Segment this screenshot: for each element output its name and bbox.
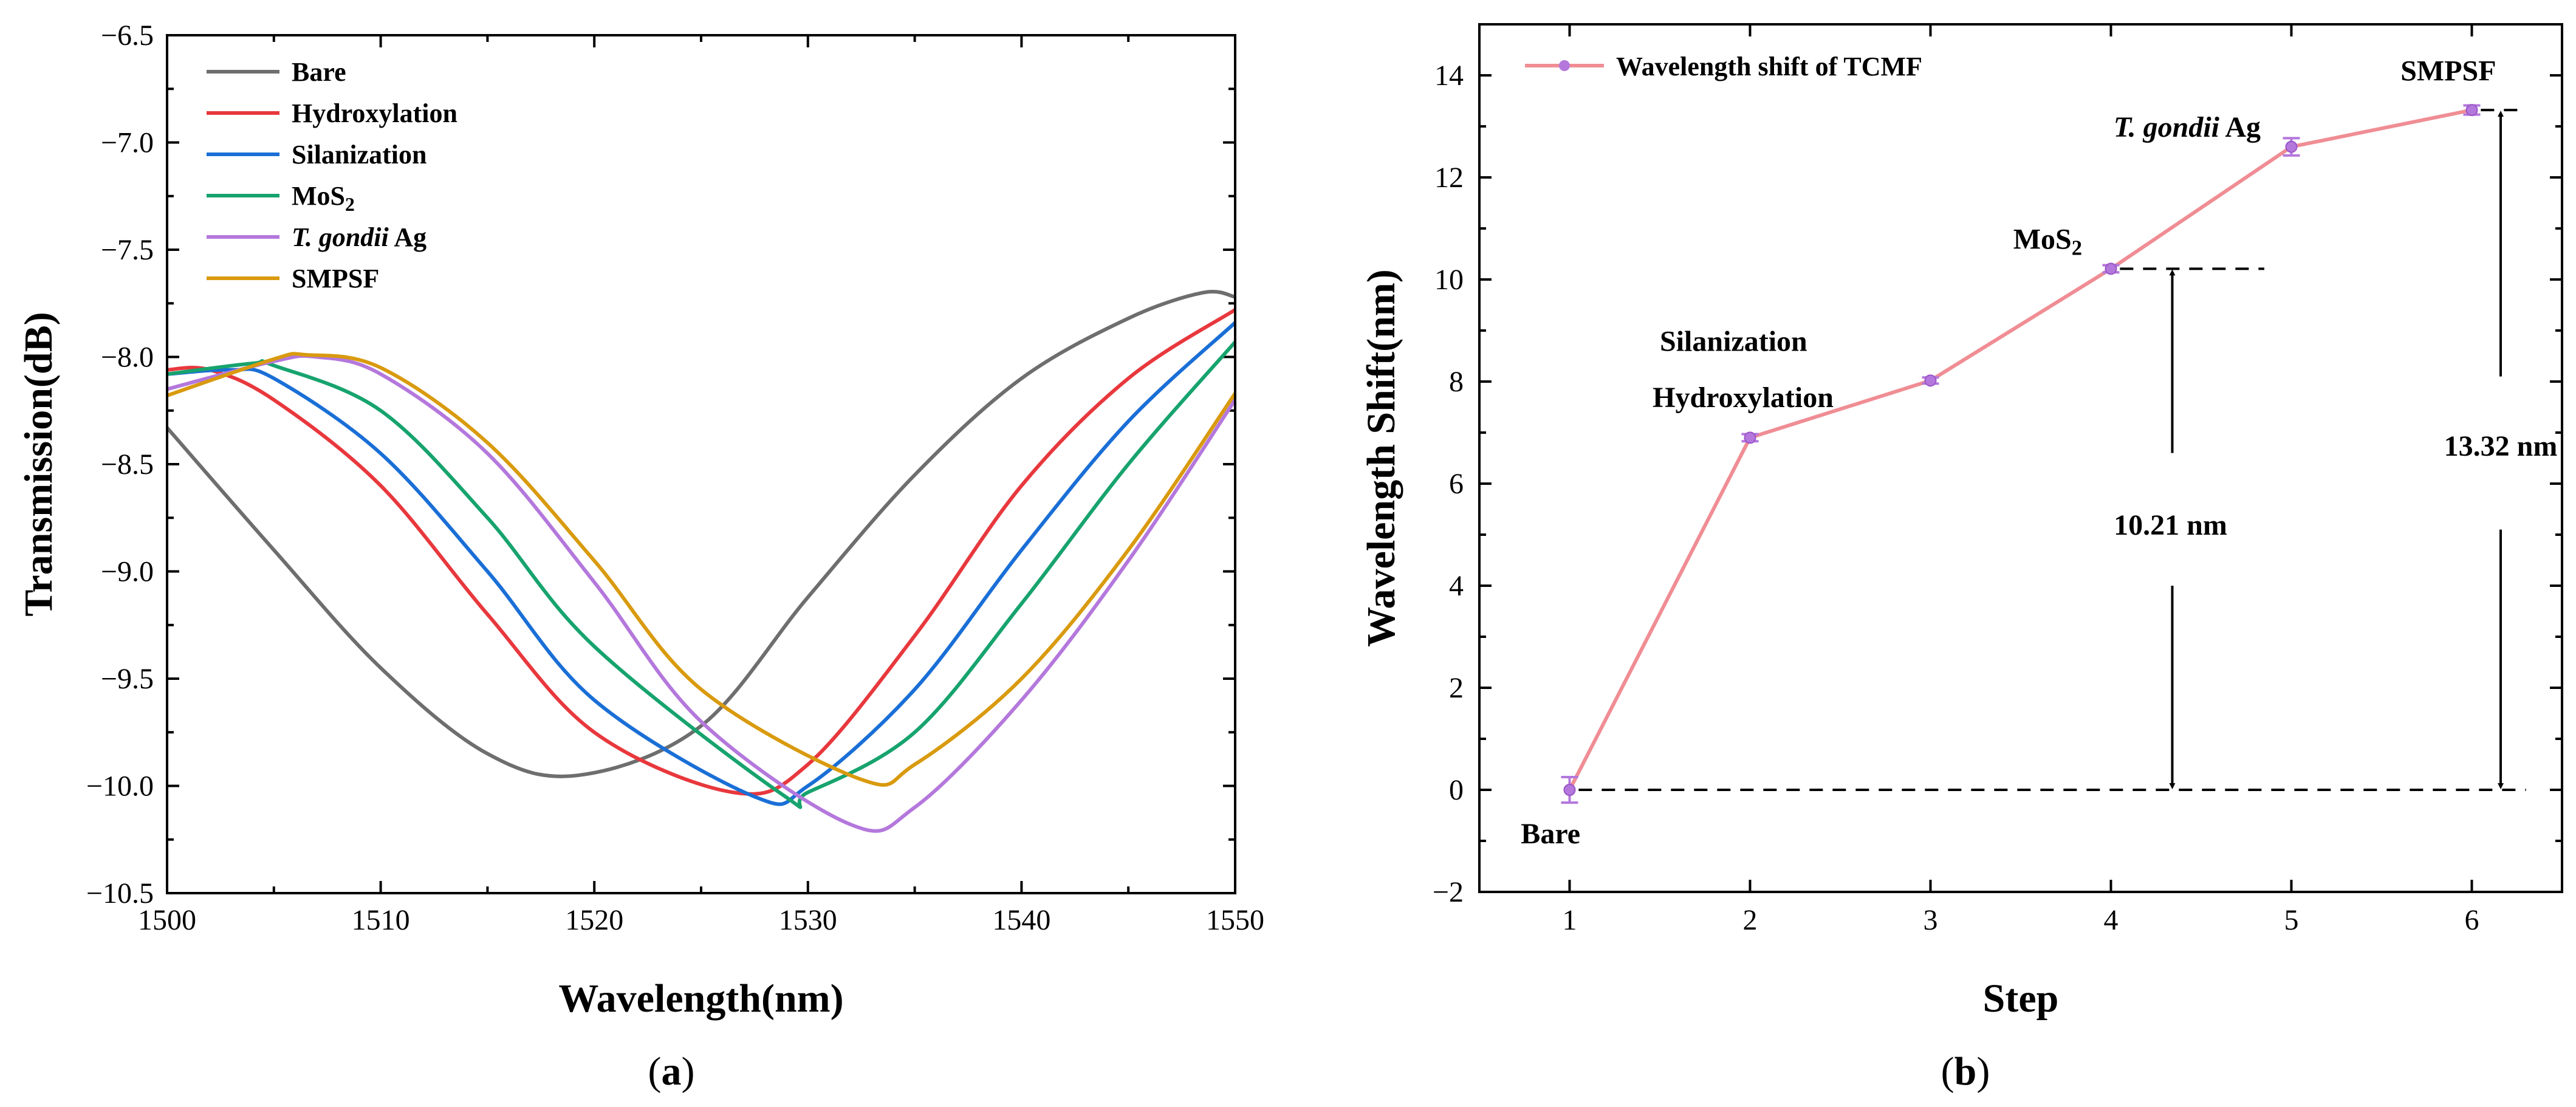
panel-a-caption-letter: a xyxy=(662,1049,682,1094)
panel-b-y-tick-label: 6 xyxy=(1449,468,1464,500)
panel-b-guides xyxy=(1578,109,2526,791)
panel-b-y-tick-label: 0 xyxy=(1449,774,1464,806)
panel-a: 1500 1510 1520 1530 1540 1550 −6.5 −7.0 −7.5 −8.0… xyxy=(16,19,1264,1094)
panel-b-data-point xyxy=(1563,784,1576,796)
panel-b-y-tick-label: 2 xyxy=(1449,672,1464,704)
panel-a-y-tick-label: −10.0 xyxy=(86,770,154,803)
panel-a-x-tick-label: 1500 xyxy=(138,904,196,936)
panel-a-y-tick-label: −9.0 xyxy=(101,556,154,588)
panel-b-data-point xyxy=(1924,374,1937,387)
panel-a-legend-label: Hydroxylation xyxy=(292,98,457,128)
panel-b-legend: Wavelength shift of TCMF xyxy=(1525,52,1922,81)
panel-b-caption-letter: b xyxy=(1954,1049,1977,1094)
panel-b-series xyxy=(1561,104,2481,804)
panel-a-tick-labels: 1500 1510 1520 1530 1540 1550 −6.5 −7.0 −7.5 −8.0… xyxy=(86,19,1264,936)
panel-b-y-tick-label: 12 xyxy=(1434,162,1464,194)
panel-b-point-labels: Bare Hydroxylation Silanization MoS2 T. gond… xyxy=(1521,55,2557,850)
panel-b-x-tick-label: 3 xyxy=(1923,904,1938,936)
panel-a-x-tick-label: 1510 xyxy=(352,904,410,936)
panel-b-x-tick-label: 4 xyxy=(2104,904,2119,936)
panel-b-frame xyxy=(1478,23,2563,893)
panel-a-series-line-1 xyxy=(167,308,1235,796)
panel-b-point-label: SMPSF xyxy=(2400,55,2496,87)
panel-b-y-tick-label: 4 xyxy=(1449,570,1464,602)
panel-a-y-tick-label: −7.0 xyxy=(101,127,154,159)
panel-a-x-axis-title: Wavelength(nm) xyxy=(558,976,843,1021)
panel-a-caption: (a) xyxy=(648,1049,695,1094)
panel-a-series xyxy=(167,290,1235,833)
panel-a-series-line-3 xyxy=(167,340,1235,809)
panel-a-series-line-2 xyxy=(167,321,1235,806)
panel-b-x-tick-label: 2 xyxy=(1743,904,1758,936)
panel-a-legend-label: Bare xyxy=(292,57,346,87)
panel-b-data-point xyxy=(1744,431,1756,444)
panel-b-x-tick-label: 1 xyxy=(1563,904,1577,936)
panel-a-legend-label: MoS2 xyxy=(292,181,355,215)
panel-a-legend: Bare Hydroxylation Silanization MoS2 T. gond… xyxy=(207,57,457,293)
panel-b-y-tick-label: 14 xyxy=(1434,60,1464,92)
panel-b-data-point xyxy=(2465,104,2478,117)
panel-b-annotation-10-21: 10.21 nm xyxy=(2114,509,2227,541)
panel-b-data-point xyxy=(2285,140,2298,153)
panel-a-series-line-4 xyxy=(167,354,1235,833)
panel-a-y-tick-label: −8.5 xyxy=(101,448,154,481)
panel-a-x-tick-label: 1530 xyxy=(779,904,837,936)
panel-a-frame xyxy=(166,34,1236,894)
panel-a-y-tick-label: −8.0 xyxy=(101,341,154,374)
panel-b-x-tick-label: 5 xyxy=(2284,904,2299,936)
panel-b-x-axis-title: Step xyxy=(1983,976,2059,1021)
panel-b-series-line xyxy=(1567,108,2473,791)
panel-b-legend-label: Wavelength shift of TCMF xyxy=(1616,52,1922,81)
panel-a-legend-label: SMPSF xyxy=(292,264,379,293)
panel-b-y-tick-label: 8 xyxy=(1449,366,1464,398)
panel-a-y-axis-title: Transmission(dB) xyxy=(16,312,61,616)
panel-b-legend-marker xyxy=(1559,60,1570,71)
panel-b-point-label: Hydroxylation xyxy=(1653,382,1834,414)
panel-b-point-label: MoS2 xyxy=(2013,224,2082,260)
panel-b-point-label: Silanization xyxy=(1660,326,1807,358)
panel-b-annotation-13-32: 13.32 nm xyxy=(2444,430,2558,462)
panel-b-y-tick-label: −2 xyxy=(1433,876,1464,908)
panel-b-x-tick-label: 6 xyxy=(2465,904,2479,936)
panel-a-legend-label: T. gondii Ag xyxy=(292,222,426,252)
panel-a-y-tick-label: −7.5 xyxy=(101,234,154,266)
panel-b-point-label: T. gondii Ag xyxy=(2114,111,2261,143)
panel-b-y-axis-title: Wavelength Shift(nm) xyxy=(1359,269,1403,647)
panel-a-x-tick-label: 1540 xyxy=(992,904,1050,936)
panel-a-legend-label: Silanization xyxy=(292,140,427,170)
panel-a-y-tick-label: −10.5 xyxy=(86,877,154,910)
panel-b-point-label: Bare xyxy=(1521,818,1580,850)
panel-a-x-tick-label: 1520 xyxy=(565,904,623,936)
panel-b-data-point xyxy=(2105,262,2117,275)
panel-a-x-tick-label: 1550 xyxy=(1206,904,1264,936)
panel-a-series-line-5 xyxy=(167,352,1235,787)
panel-a-y-tick-label: −9.5 xyxy=(101,663,154,695)
panel-b-caption: (b) xyxy=(1941,1049,1990,1094)
panel-a-series-line-0 xyxy=(167,290,1235,778)
panel-b-y-tick-label: 10 xyxy=(1434,264,1464,296)
panel-b-ticks xyxy=(1479,24,2562,893)
panel-a-y-tick-label: −6.5 xyxy=(101,19,154,52)
